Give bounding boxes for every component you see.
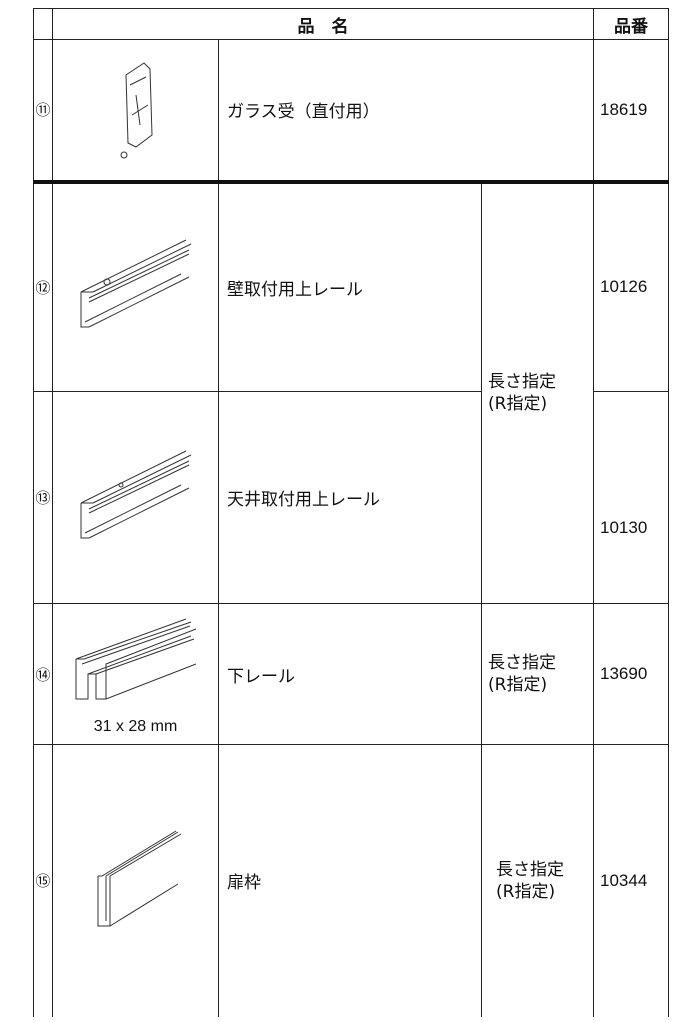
row: ⑪ ガラス受（直付用） 18619 (33, 39, 670, 184)
part-name: 扉枠 (218, 744, 482, 1017)
parts-table: 品 名 品番 ⑪ ガラス受（直付用） 18619 ⑫ 壁取付用上レール 長さ指定… (33, 8, 670, 1017)
row: ⑫ 壁取付用上レール 長さ指定 (R指定) 10126 (33, 181, 670, 604)
row-number: ⑭ (33, 603, 53, 745)
part-code: 10130 (593, 391, 670, 604)
image-cell (52, 181, 219, 392)
part-illustration (97, 830, 181, 927)
part-code: 10344 (593, 744, 670, 1017)
row: ⑮ 扉枠 長さ指定 (R指定) 10344 (33, 744, 670, 1017)
spec-line: (R指定) (488, 675, 548, 695)
part-name: 壁取付用上レール (218, 181, 482, 392)
part-spec: 長さ指定 (R指定) (480, 603, 595, 745)
part-illustration (75, 618, 196, 700)
part-illustration (80, 450, 191, 538)
part-code: 13690 (593, 603, 670, 745)
part-spec: 長さ指定 (R指定) (480, 744, 595, 1017)
cell (33, 8, 53, 40)
spec-line: (R指定) (488, 394, 548, 415)
row-number: ⑬ (33, 391, 53, 604)
image-cell: 31 x 28 mm (52, 603, 219, 745)
part-code: 18619 (593, 39, 670, 184)
image-cell (52, 39, 219, 184)
row-number: ⑮ (33, 744, 53, 1017)
spec-line: (R指定) (496, 881, 556, 902)
part-name: ガラス受（直付用） (217, 39, 595, 184)
part-code: 10126 (593, 181, 670, 392)
row: ⑭ 31 x 28 mm 下レール 長さ指定 (R指定) 13690 (33, 603, 670, 745)
header-row: 品 名 品番 (33, 8, 670, 40)
image-cell (52, 391, 219, 604)
spec-line: 長さ指定 (488, 653, 556, 673)
part-illustration (120, 62, 153, 159)
row-number: ⑪ (33, 39, 53, 184)
image-cell (52, 744, 219, 1017)
header-code: 品番 (593, 8, 670, 40)
part-illustration (80, 239, 191, 328)
row-number: ⑫ (33, 181, 53, 392)
header-name: 品 名 (51, 8, 595, 40)
part-name: 下レール (218, 603, 482, 745)
spec-line: 長さ指定 (488, 372, 556, 393)
part-name: 天井取付用上レール (218, 391, 482, 604)
spec-line: 長さ指定 (496, 859, 564, 880)
part-size: 31 x 28 mm (93, 718, 178, 735)
part-spec: 長さ指定 (R指定) (480, 181, 595, 604)
